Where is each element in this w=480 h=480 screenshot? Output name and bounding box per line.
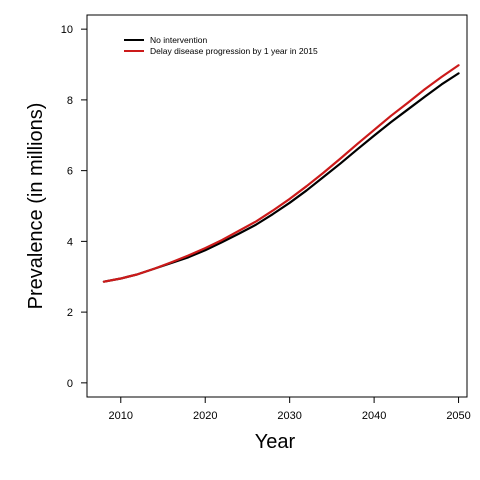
series-layer [102, 64, 460, 283]
x-tick-label: 2010 [109, 410, 133, 422]
plot-frame [86, 14, 468, 398]
y-tick-label: 6 [67, 166, 73, 178]
y-tick-label: 0 [67, 378, 73, 390]
x-tick-label: 2020 [193, 410, 217, 422]
legend-label-2: Delay disease progression by 1 year in 2… [150, 46, 318, 56]
legend-label-1: No intervention [150, 35, 207, 45]
y-tick-label: 8 [67, 95, 73, 107]
y-tick-label: 4 [67, 236, 73, 248]
y-tick-label: 2 [67, 307, 73, 319]
series-line-2 [102, 64, 460, 283]
y-tick-label: 10 [61, 24, 73, 36]
x-tick-label: 2040 [362, 410, 386, 422]
y-axis: 0 2 4 6 8 10 [61, 24, 87, 390]
x-axis: 2010 2020 2030 2040 2050 [109, 397, 471, 422]
x-axis-title: Year [255, 431, 296, 453]
y-axis-title: Prevalence (in millions) [25, 103, 47, 310]
x-tick-label: 2050 [446, 410, 470, 422]
x-tick-label: 2030 [277, 410, 301, 422]
